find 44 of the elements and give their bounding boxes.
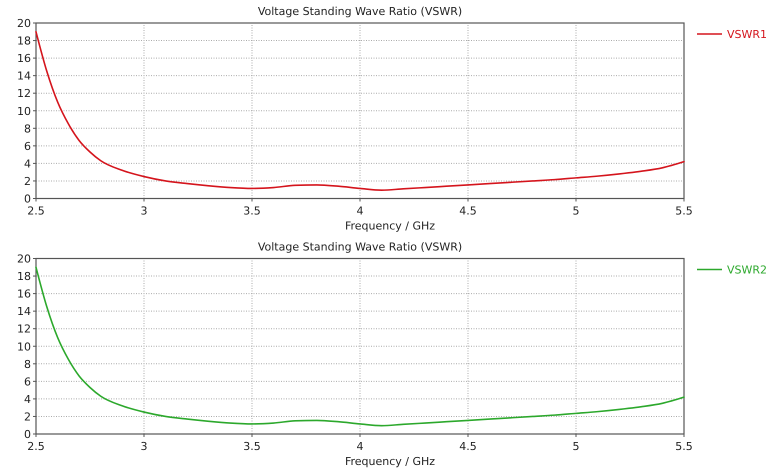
line-series — [35, 30, 685, 191]
y-tick-label: 12 — [17, 322, 31, 336]
x-tick-label: 3.5 — [243, 440, 261, 453]
y-tick-label: 16 — [17, 52, 31, 66]
x-tick-label: 3 — [140, 440, 148, 453]
legend-label: VSWR1 — [727, 28, 768, 41]
x-tick-label: 3.5 — [243, 204, 261, 218]
y-tick-label: 14 — [17, 305, 31, 318]
y-tick-label: 18 — [17, 270, 31, 284]
x-tick-label: 5 — [572, 204, 580, 218]
y-tick-label: 20 — [17, 17, 31, 30]
x-tick-label: 5 — [572, 440, 580, 453]
x-tick-label: 4 — [356, 204, 364, 218]
y-tick-label: 10 — [17, 104, 31, 118]
y-tick-label: 14 — [17, 70, 31, 83]
chart-title: Voltage Standing Wave Ratio (VSWR) — [258, 240, 462, 254]
y-tick-label: 8 — [24, 358, 31, 371]
y-tick-label: 4 — [24, 392, 31, 406]
y-tick-label: 4 — [24, 157, 31, 170]
x-axis-title: Frequency / GHz — [344, 220, 436, 232]
x-tick-label: 3 — [140, 204, 148, 218]
x-tick-label: 5.5 — [675, 440, 693, 453]
y-tick-label: 2 — [24, 410, 31, 424]
y-tick-label: 10 — [17, 340, 31, 354]
line-series — [35, 266, 685, 426]
x-tick-label: 2.5 — [27, 440, 45, 453]
y-tick-label: 6 — [24, 140, 31, 153]
y-tick-label: 12 — [17, 87, 31, 100]
x-axis-title: Frequency / GHz — [344, 455, 436, 468]
y-tick-label: 0 — [24, 192, 31, 206]
y-tick-label: 8 — [24, 122, 31, 136]
x-tick-label: 4.5 — [459, 440, 477, 453]
y-tick-label: 0 — [24, 428, 31, 441]
x-tick-label: 4 — [356, 440, 364, 453]
y-tick-label: 16 — [17, 288, 31, 301]
chart-title: Voltage Standing Wave Ratio (VSWR) — [258, 5, 462, 18]
y-tick-label: 20 — [17, 252, 31, 266]
y-tick-label: 2 — [24, 174, 31, 188]
x-tick-label: 5.5 — [675, 204, 693, 218]
y-tick-label: 6 — [24, 375, 31, 388]
legend-label: VSWR2 — [727, 264, 768, 276]
x-tick-label: 4.5 — [459, 204, 477, 218]
x-tick-label: 2.5 — [27, 204, 45, 218]
y-tick-label: 18 — [17, 34, 31, 48]
